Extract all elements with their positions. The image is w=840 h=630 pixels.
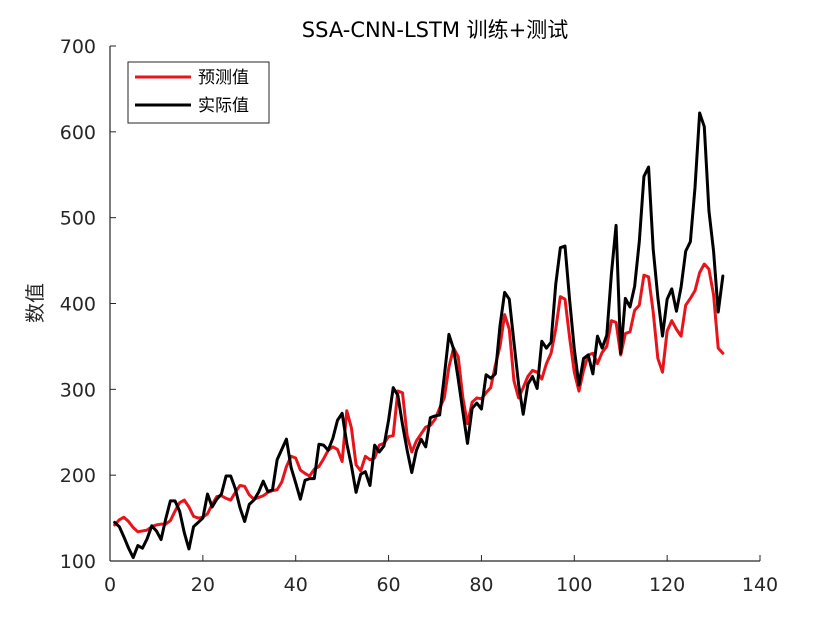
y-tick-label: 700 [60,36,96,58]
y-tick-label: 500 [60,208,96,230]
y-axis-label: 数值 [23,283,47,323]
legend: 预测值 实际值 [127,61,270,124]
y-tick-label: 300 [60,379,96,401]
chart-title: SSA-CNN-LSTM 训练+测试 [302,18,568,42]
x-ticks: 0 20 40 60 80 100 120 140 [104,555,778,596]
x-tick-label: 40 [284,574,308,596]
x-tick-label: 100 [556,574,592,596]
series-layer [113,111,725,560]
x-tick-label: 0 [104,574,116,596]
y-tick-label: 200 [60,465,96,487]
x-tick-label: 60 [376,574,400,596]
y-ticks: 100 200 300 400 500 600 700 [60,36,116,573]
actual-series-line [113,111,725,560]
x-tick-label: 20 [191,574,215,596]
y-tick-label: 100 [60,551,96,573]
x-tick-label: 140 [742,574,778,596]
x-tick-label: 120 [649,574,685,596]
y-tick-label: 400 [60,294,96,316]
legend-box [127,61,270,124]
legend-label-actual: 实际值 [198,96,249,116]
y-tick-label: 600 [60,122,96,144]
x-tick-label: 80 [469,574,493,596]
legend-label-predicted: 预测值 [198,68,249,88]
